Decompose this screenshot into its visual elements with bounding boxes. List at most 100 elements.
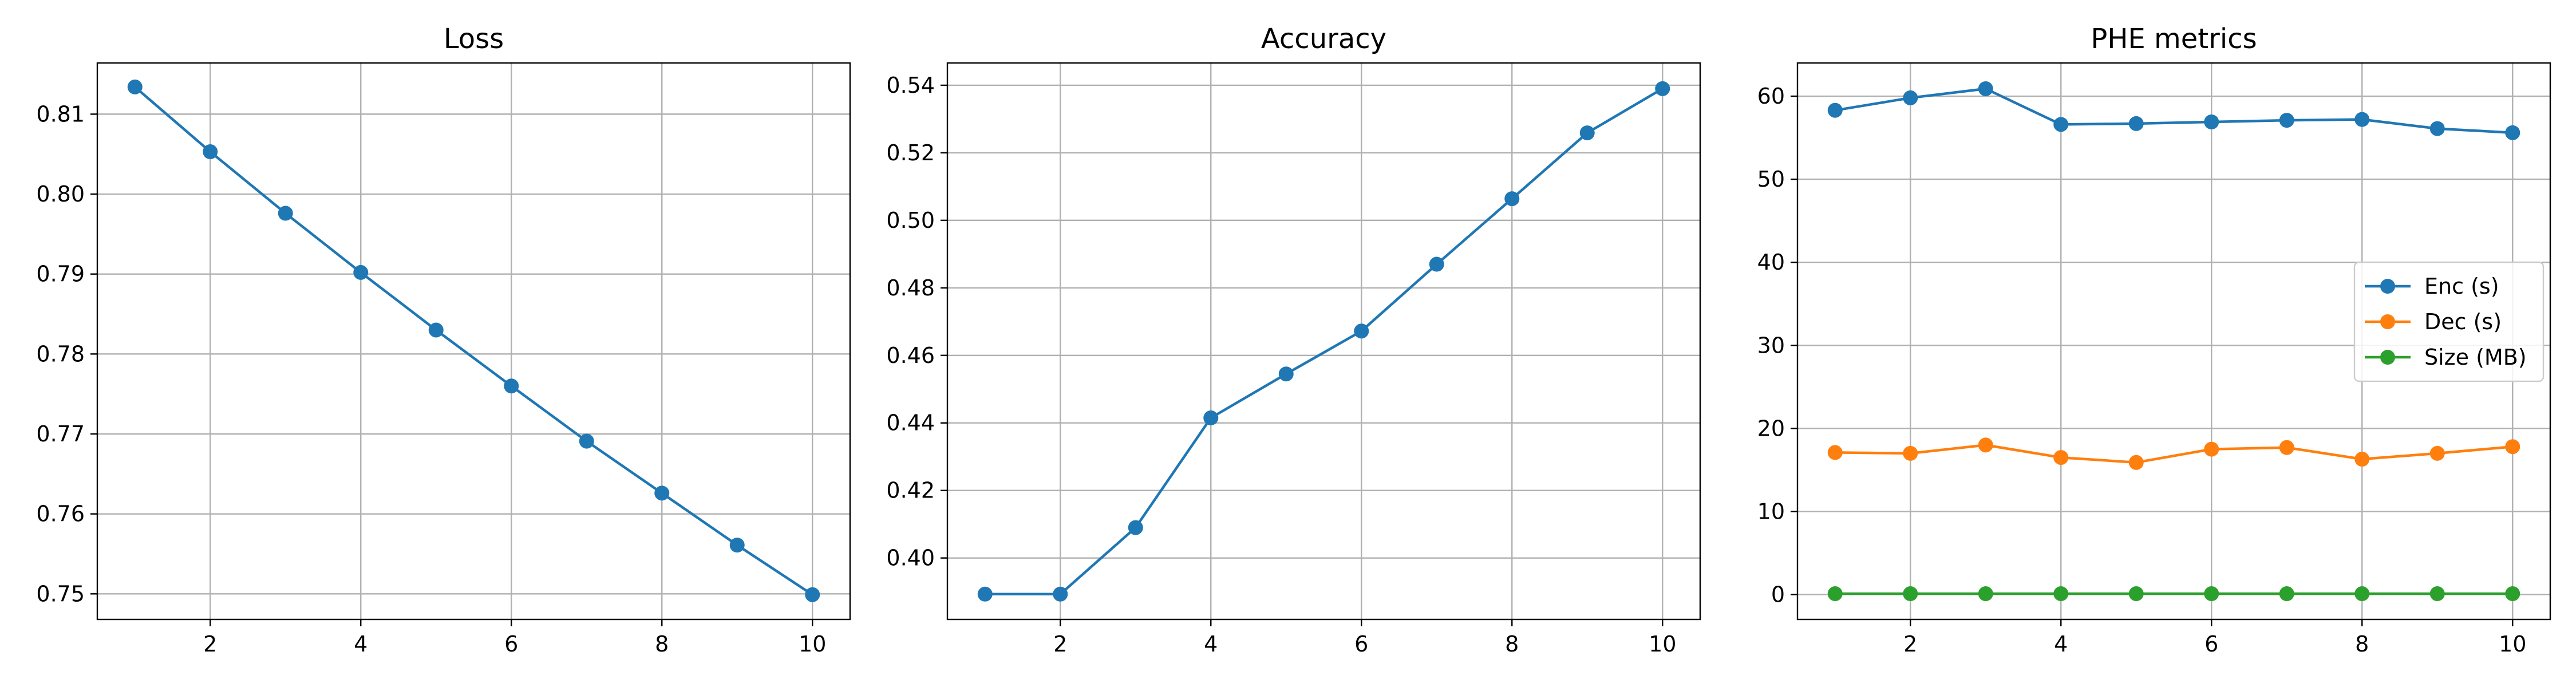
x-tick-label: 4 xyxy=(354,631,368,657)
series-enc-s xyxy=(1827,81,2520,140)
data-point xyxy=(1978,437,1993,453)
y-tick-label: 0.52 xyxy=(886,140,935,165)
legend-box xyxy=(2353,261,2545,382)
data-point xyxy=(729,538,745,553)
data-point xyxy=(977,586,993,602)
x-tick-label: 6 xyxy=(2204,631,2218,657)
legend: Enc (s) Dec (s) Size (MB) xyxy=(2353,261,2545,382)
series-line xyxy=(1835,87,2513,135)
data-point xyxy=(1203,410,1219,425)
data-point xyxy=(1354,323,1369,339)
data-point xyxy=(2279,113,2294,128)
data-point xyxy=(2429,121,2445,136)
data-point xyxy=(504,378,519,394)
axes-frame xyxy=(1796,62,2551,621)
data-point xyxy=(2053,450,2069,465)
legend-item: Dec (s) xyxy=(2365,309,2502,334)
legend-marker xyxy=(2380,279,2395,294)
y-tick-label: 0.79 xyxy=(36,262,85,287)
accuracy-panel: Accuracy 2 4 6 8 10 0.40 0.42 0.44 0.46 0.48 0.50 0… xyxy=(886,23,1701,657)
panel-title: Loss xyxy=(444,23,504,55)
series-line xyxy=(985,87,1664,596)
x-tick-label: 6 xyxy=(1354,631,1368,657)
axes-frame xyxy=(96,62,851,621)
data-point xyxy=(1978,586,1993,602)
data-point xyxy=(2128,586,2144,602)
x-tick-label: 2 xyxy=(203,631,217,657)
legend-item: Enc (s) xyxy=(2365,274,2499,299)
x-tick-label: 6 xyxy=(504,631,518,657)
data-point xyxy=(1504,191,1520,207)
x-tick-label: 10 xyxy=(1649,631,1676,657)
x-tick-label: 2 xyxy=(1053,631,1067,657)
y-tick-label: 0.50 xyxy=(886,208,935,233)
data-point xyxy=(2505,586,2520,602)
legend-label: Size (MB) xyxy=(2424,345,2527,370)
data-point xyxy=(1579,125,1595,141)
data-point xyxy=(2354,586,2370,602)
data-point xyxy=(1903,90,1918,105)
data-point xyxy=(2053,586,2069,602)
data-point xyxy=(1827,102,1843,118)
panel-title: PHE metrics xyxy=(2091,23,2257,55)
y-tick-label: 40 xyxy=(1757,250,1785,275)
legend-label: Enc (s) xyxy=(2424,274,2499,299)
data-point xyxy=(127,79,143,94)
data-point xyxy=(2279,440,2294,455)
y-tick-label: 0.44 xyxy=(886,410,935,436)
x-tick-label: 8 xyxy=(655,631,669,657)
grid xyxy=(947,63,1700,619)
series-line xyxy=(1835,444,2513,464)
data-point xyxy=(2279,586,2294,602)
x-tick-label: 2 xyxy=(1903,631,1917,657)
y-tick-label: 0 xyxy=(1771,582,1785,607)
data-point xyxy=(278,206,293,221)
data-point xyxy=(1128,520,1143,535)
data-point xyxy=(2429,445,2445,461)
x-tick-label: 4 xyxy=(1204,631,1218,657)
y-tick-label: 0.77 xyxy=(36,421,85,447)
y-tick-label: 0.75 xyxy=(36,581,85,606)
data-point xyxy=(579,433,594,449)
y-tick-label: 0.78 xyxy=(36,341,85,366)
y-tick-label: 20 xyxy=(1757,416,1785,441)
series-0 xyxy=(127,79,820,602)
y-tick-label: 10 xyxy=(1757,499,1785,524)
y-tick-label: 0.46 xyxy=(886,343,935,368)
data-point xyxy=(2204,441,2219,457)
y-tick-label: 60 xyxy=(1757,84,1785,109)
y-tick-label: 30 xyxy=(1757,333,1785,358)
data-point xyxy=(654,485,670,501)
series-0 xyxy=(977,81,1670,602)
data-point xyxy=(428,322,444,338)
data-point xyxy=(2128,455,2144,470)
y-tick-label: 0.42 xyxy=(886,478,935,503)
x-tick-label: 10 xyxy=(799,631,826,657)
data-point xyxy=(1655,81,1670,96)
series-size-mb xyxy=(1827,586,2520,602)
data-point xyxy=(1053,586,1068,602)
legend-label: Dec (s) xyxy=(2424,309,2502,334)
legend-marker xyxy=(2380,314,2395,329)
data-point xyxy=(1978,81,1993,96)
data-point xyxy=(2053,117,2069,132)
legend-item: Size (MB) xyxy=(2365,345,2527,370)
y-tick-label: 0.80 xyxy=(36,181,85,207)
data-point xyxy=(2204,586,2219,602)
x-tick-label: 8 xyxy=(2355,631,2369,657)
series-line xyxy=(134,86,813,596)
x-tick-label: 8 xyxy=(1505,631,1519,657)
panel-title: Accuracy xyxy=(1261,23,1386,55)
phe-metrics-panel: PHE metrics 2 4 6 8 10 0 10 20 30 40 50 60 Enc (s) De… xyxy=(1757,23,2551,657)
y-tick-label: 0.76 xyxy=(36,502,85,527)
data-point xyxy=(2429,586,2445,602)
axes-frame xyxy=(946,62,1701,621)
legend-marker xyxy=(2380,350,2395,365)
data-point xyxy=(2505,439,2520,455)
x-tick-label: 4 xyxy=(2054,631,2068,657)
data-point xyxy=(203,144,218,160)
data-point xyxy=(2354,452,2370,467)
data-point xyxy=(1827,445,1843,460)
